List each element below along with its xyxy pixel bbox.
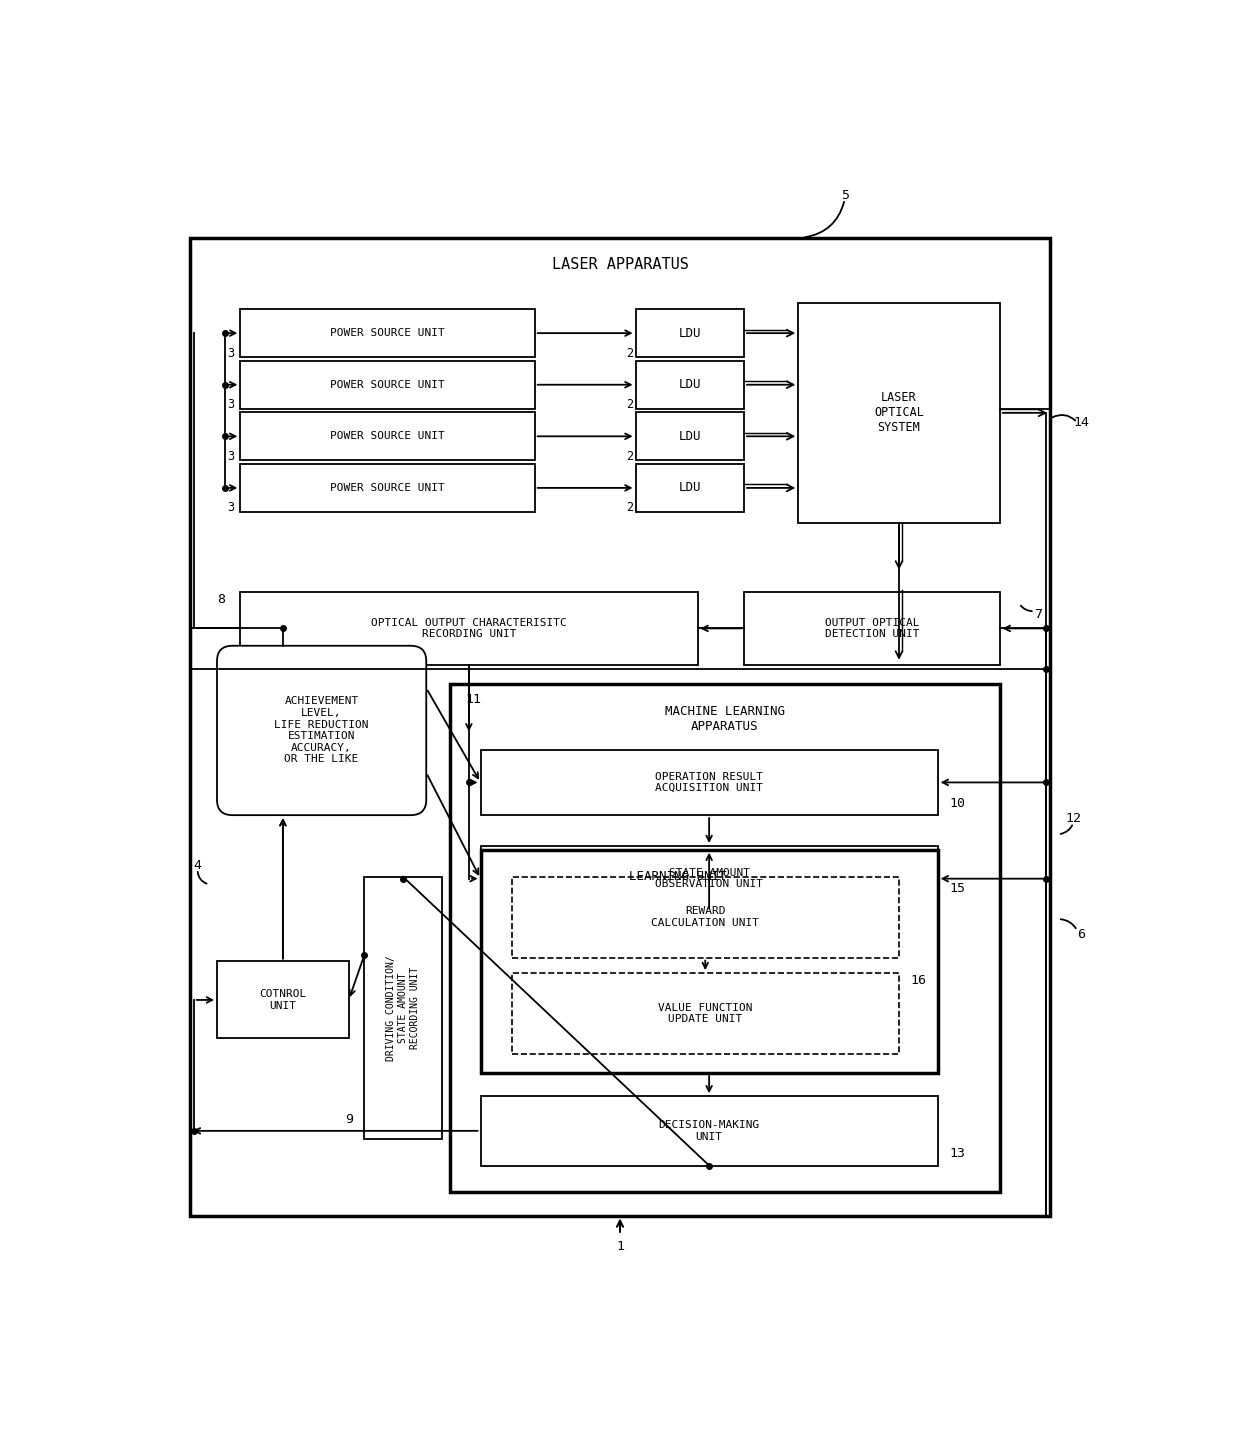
Text: LEARNING UNIT: LEARNING UNIT — [630, 870, 727, 884]
Text: LDU: LDU — [678, 327, 701, 340]
Text: COTNROL
UNIT: COTNROL UNIT — [259, 989, 306, 1010]
Text: 2: 2 — [626, 501, 632, 514]
Bar — [744, 591, 999, 664]
Text: LASER APPARATUS: LASER APPARATUS — [552, 257, 688, 273]
Text: OUTPUT OPTICAL
DETECTION UNIT: OUTPUT OPTICAL DETECTION UNIT — [825, 617, 919, 639]
Text: POWER SOURCE UNIT: POWER SOURCE UNIT — [330, 380, 445, 390]
Text: 16: 16 — [910, 974, 926, 987]
Text: 14: 14 — [1073, 416, 1089, 429]
Text: 2: 2 — [626, 399, 632, 412]
Bar — [511, 973, 899, 1053]
Bar — [511, 877, 899, 957]
Text: 3: 3 — [227, 399, 234, 412]
Text: 1: 1 — [616, 1240, 624, 1253]
Bar — [481, 847, 937, 911]
Bar — [799, 303, 999, 522]
Bar — [217, 961, 348, 1039]
Bar — [449, 684, 999, 1192]
Bar — [481, 1096, 937, 1165]
Bar — [481, 850, 937, 1073]
Bar — [241, 412, 534, 461]
Text: LDU: LDU — [678, 379, 701, 392]
Text: DECISION-MAKING
UNIT: DECISION-MAKING UNIT — [658, 1121, 760, 1142]
Text: STATE AMOUNT
OBSERVATION UNIT: STATE AMOUNT OBSERVATION UNIT — [655, 868, 763, 890]
Text: 5: 5 — [841, 189, 848, 202]
Bar — [190, 238, 1050, 1215]
FancyBboxPatch shape — [217, 646, 427, 815]
Text: REWARD
CALCULATION UNIT: REWARD CALCULATION UNIT — [651, 907, 759, 928]
Text: 4: 4 — [193, 858, 202, 871]
Text: 6: 6 — [1078, 928, 1085, 941]
Text: 2: 2 — [626, 449, 632, 464]
Text: 12: 12 — [1065, 812, 1081, 825]
Text: 2: 2 — [626, 347, 632, 360]
Text: POWER SOURCE UNIT: POWER SOURCE UNIT — [330, 484, 445, 492]
Text: POWER SOURCE UNIT: POWER SOURCE UNIT — [330, 329, 445, 339]
Text: 9: 9 — [345, 1112, 352, 1126]
Text: LDU: LDU — [678, 430, 701, 443]
Text: 10: 10 — [950, 796, 966, 811]
Text: VALUE FUNCTION
UPDATE UNIT: VALUE FUNCTION UPDATE UNIT — [658, 1003, 753, 1025]
Bar — [635, 360, 744, 409]
Text: ACHIEVEMENT
LEVEL,
LIFE REDUCTION
ESTIMATION
ACCURACY,
OR THE LIKE: ACHIEVEMENT LEVEL, LIFE REDUCTION ESTIMA… — [274, 696, 368, 765]
Bar — [635, 412, 744, 461]
Text: OPTICAL OUTPUT CHARACTERISITC
RECORDING UNIT: OPTICAL OUTPUT CHARACTERISITC RECORDING … — [371, 617, 567, 639]
Bar — [635, 464, 744, 512]
Text: 7: 7 — [1034, 608, 1043, 621]
Text: LASER
OPTICAL
SYSTEM: LASER OPTICAL SYSTEM — [874, 392, 924, 435]
Text: 15: 15 — [950, 881, 966, 895]
Text: 11: 11 — [465, 693, 481, 706]
Text: LDU: LDU — [678, 481, 701, 495]
Bar — [365, 877, 441, 1138]
Text: 3: 3 — [227, 347, 234, 360]
Bar — [241, 591, 697, 664]
Text: 13: 13 — [950, 1148, 966, 1161]
Text: POWER SOURCE UNIT: POWER SOURCE UNIT — [330, 432, 445, 442]
Bar — [241, 360, 534, 409]
Bar — [241, 310, 534, 357]
Text: 3: 3 — [227, 501, 234, 514]
Bar — [241, 464, 534, 512]
Text: 8: 8 — [217, 593, 224, 606]
Text: OPERATION RESULT
ACQUISITION UNIT: OPERATION RESULT ACQUISITION UNIT — [655, 772, 763, 794]
Text: MACHINE LEARNING
APPARATUS: MACHINE LEARNING APPARATUS — [665, 705, 785, 733]
Bar — [635, 310, 744, 357]
Bar — [481, 749, 937, 815]
Text: DRIVING CONDITION/
STATE AMOUNT
RECORDING UNIT: DRIVING CONDITION/ STATE AMOUNT RECORDIN… — [387, 954, 419, 1060]
Text: 3: 3 — [227, 449, 234, 464]
